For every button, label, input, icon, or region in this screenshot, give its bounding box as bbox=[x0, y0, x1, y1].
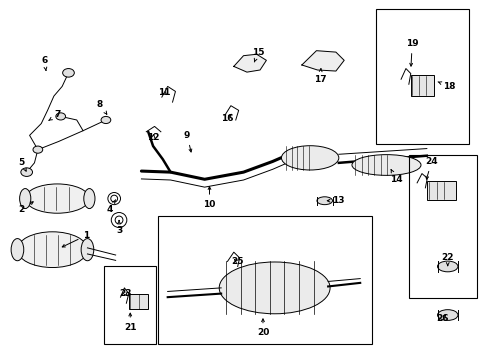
Text: 26: 26 bbox=[436, 314, 448, 323]
Text: 25: 25 bbox=[230, 257, 243, 266]
Ellipse shape bbox=[81, 239, 94, 261]
Bar bbox=[158, 216, 371, 344]
Text: 23: 23 bbox=[119, 289, 131, 298]
Ellipse shape bbox=[25, 184, 89, 213]
Text: 20: 20 bbox=[256, 319, 268, 337]
Text: 1: 1 bbox=[62, 231, 89, 247]
Text: 11: 11 bbox=[158, 88, 170, 97]
Text: 12: 12 bbox=[146, 133, 159, 142]
Circle shape bbox=[21, 168, 32, 176]
Circle shape bbox=[56, 113, 65, 120]
Ellipse shape bbox=[83, 189, 95, 208]
Bar bbox=[410, 75, 433, 96]
Ellipse shape bbox=[20, 189, 31, 208]
Text: 22: 22 bbox=[441, 253, 453, 266]
Text: 3: 3 bbox=[116, 221, 122, 235]
Text: 24: 24 bbox=[425, 157, 437, 179]
Text: 4: 4 bbox=[106, 200, 115, 214]
Ellipse shape bbox=[11, 239, 24, 261]
Text: 15: 15 bbox=[251, 48, 264, 62]
Text: 6: 6 bbox=[41, 56, 47, 71]
Ellipse shape bbox=[17, 232, 87, 267]
Polygon shape bbox=[233, 54, 266, 72]
Circle shape bbox=[33, 146, 42, 153]
Bar bbox=[104, 266, 156, 344]
Text: 21: 21 bbox=[124, 313, 136, 332]
Ellipse shape bbox=[219, 262, 329, 314]
Bar bbox=[128, 294, 148, 309]
Bar bbox=[375, 9, 468, 144]
Text: 18: 18 bbox=[437, 82, 455, 91]
Text: 17: 17 bbox=[313, 69, 325, 84]
Ellipse shape bbox=[281, 146, 338, 170]
Text: 16: 16 bbox=[221, 114, 233, 123]
Text: 10: 10 bbox=[203, 187, 215, 209]
Circle shape bbox=[101, 116, 111, 123]
Text: 19: 19 bbox=[405, 39, 418, 66]
Text: 7: 7 bbox=[49, 111, 61, 120]
Text: 8: 8 bbox=[96, 100, 106, 114]
Polygon shape bbox=[301, 51, 344, 71]
Ellipse shape bbox=[351, 155, 420, 175]
Bar bbox=[427, 181, 455, 200]
Circle shape bbox=[62, 68, 74, 77]
Bar bbox=[408, 155, 476, 298]
Text: 13: 13 bbox=[326, 196, 344, 205]
Text: 2: 2 bbox=[19, 202, 33, 214]
Text: 9: 9 bbox=[183, 131, 191, 152]
Ellipse shape bbox=[316, 197, 332, 204]
Text: 14: 14 bbox=[389, 170, 402, 184]
Ellipse shape bbox=[437, 261, 457, 272]
Text: 5: 5 bbox=[19, 158, 26, 171]
Ellipse shape bbox=[437, 310, 457, 320]
